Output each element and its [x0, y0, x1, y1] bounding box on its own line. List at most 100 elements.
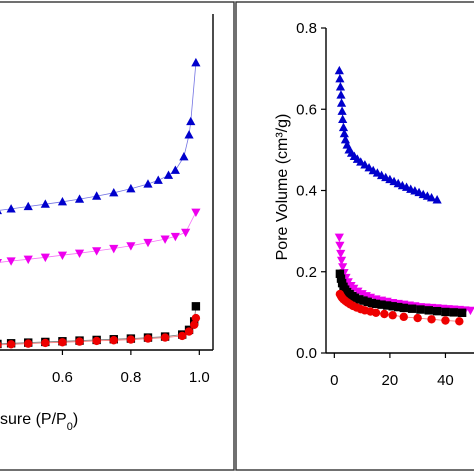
right-series-2-point [424, 306, 433, 315]
right-y-tick-label: 0.0 [296, 345, 317, 362]
right-series-2-point [399, 303, 408, 313]
left-series-0-point [191, 57, 201, 67]
left-series-0-point [126, 183, 136, 193]
left-series-3-point [178, 331, 187, 341]
right-series-0-point [426, 193, 437, 202]
right-series-2-point [449, 308, 458, 317]
left-x-tick-label: 1.0 [189, 369, 210, 386]
right-series-1-point [465, 306, 474, 316]
right-x-tick-label: 20 [382, 372, 399, 389]
right-series-1-point [338, 263, 348, 272]
right-series-2-point [394, 302, 403, 312]
left-series-1-point [40, 253, 50, 263]
left-x-axis-title: sure (P/P0) [0, 411, 78, 433]
left-fit-lines [0, 62, 197, 346]
right-series-0-point [339, 128, 349, 138]
right-series-2-point [335, 269, 345, 278]
left-series-3-point [24, 339, 33, 348]
left-series-3-point [0, 341, 2, 349]
left-series-0-point [40, 199, 50, 208]
left-series-0-point [57, 197, 68, 206]
right-series-1-point [334, 233, 344, 243]
right-series-2-point [407, 304, 417, 313]
right-series-3-point [455, 317, 464, 326]
right-series-3-point [441, 316, 450, 325]
right-series-2-point [441, 307, 450, 317]
right-plot: 0 20 40 0.0 0.2 0.4 0.6 0.8 Pore Volume (cm³/g) [274, 20, 474, 389]
left-series-0-point [23, 201, 33, 211]
right-fit-lines [338, 70, 471, 322]
right-series-1-point [353, 287, 363, 297]
left-x-ticks: 0.6 0.8 1.0 [52, 350, 210, 386]
left-series-3-point [189, 320, 199, 329]
right-series-3-point [371, 308, 381, 317]
right-series-0-point [338, 122, 349, 132]
right-series-3-point [388, 311, 397, 320]
left-series-0-point [74, 194, 85, 203]
right-series-2-point [382, 301, 392, 310]
right-series-1-point [335, 241, 345, 251]
left-series-1-point [143, 238, 153, 248]
right-y-tick-label: 0.4 [296, 183, 317, 200]
left-series-3-point [191, 313, 201, 323]
right-series-2-point [388, 302, 397, 311]
left-series-0-point [6, 204, 16, 213]
left-series-0-point [143, 179, 153, 188]
right-data-marks [334, 65, 474, 326]
left-series-2-point [191, 302, 201, 311]
left-series-3-point [6, 340, 16, 349]
left-series-1-point [6, 257, 16, 266]
left-series-0-line [0, 62, 197, 211]
left-series-3-point [184, 327, 194, 336]
left-plot: 0.6 0.8 1.0 sure (P/P0) [0, 14, 214, 433]
right-y-tick-label: 0.2 [296, 264, 317, 281]
left-series-0-point [163, 170, 174, 179]
right-series-0-point [336, 90, 346, 99]
left-series-3-point [160, 333, 170, 342]
left-series-0-point [153, 175, 163, 184]
left-series-3-point [109, 336, 118, 345]
left-series-1-point [23, 255, 33, 265]
right-series-2-point [371, 299, 381, 309]
left-series-3-point [143, 334, 153, 343]
right-series-3-point [399, 312, 408, 322]
right-series-1-point [336, 249, 346, 259]
left-series-0-point [186, 116, 196, 126]
right-series-0-point [337, 106, 347, 115]
right-panel-frame [235, 1, 474, 471]
right-series-0-point [338, 114, 348, 124]
left-series-3-point [92, 336, 101, 346]
left-series-1-point [74, 249, 85, 259]
right-series-2-point [336, 274, 346, 283]
right-series-0-point [334, 65, 344, 75]
left-x-tick-label: 0.6 [52, 369, 73, 386]
right-series-2-point [457, 308, 467, 317]
right-series-2-point [416, 305, 425, 314]
right-series-0-point [335, 73, 345, 83]
left-series-0-point [170, 165, 180, 174]
left-series-1-point [170, 232, 180, 242]
left-series-0-point [109, 187, 119, 197]
left-x-tick-label: 0.8 [120, 369, 141, 386]
left-series-1-point [126, 242, 136, 251]
right-y-axis-title: Pore Volume (cm³/g) [274, 114, 291, 261]
left-series-0-point [184, 130, 194, 139]
right-series-0-point [336, 98, 347, 107]
right-series-2-point [377, 300, 386, 309]
right-series-3-point [413, 313, 422, 323]
right-series-3-point [427, 315, 436, 324]
left-series-1-point [181, 228, 191, 238]
right-ticks: 0 20 40 0.0 0.2 0.4 0.6 0.8 [296, 20, 454, 389]
left-series-3-point [41, 338, 50, 348]
left-series-1-point [57, 251, 68, 261]
left-series-0-point [179, 152, 189, 161]
left-data-marks [0, 57, 201, 349]
left-series-1-point [191, 208, 201, 218]
right-x-tick-label: 0 [330, 372, 338, 389]
right-y-tick-label: 0.6 [296, 101, 317, 118]
left-series-3-point [58, 338, 67, 347]
right-series-0-point [432, 195, 442, 204]
right-series-1-point [336, 256, 347, 266]
right-series-0-point [340, 134, 351, 144]
